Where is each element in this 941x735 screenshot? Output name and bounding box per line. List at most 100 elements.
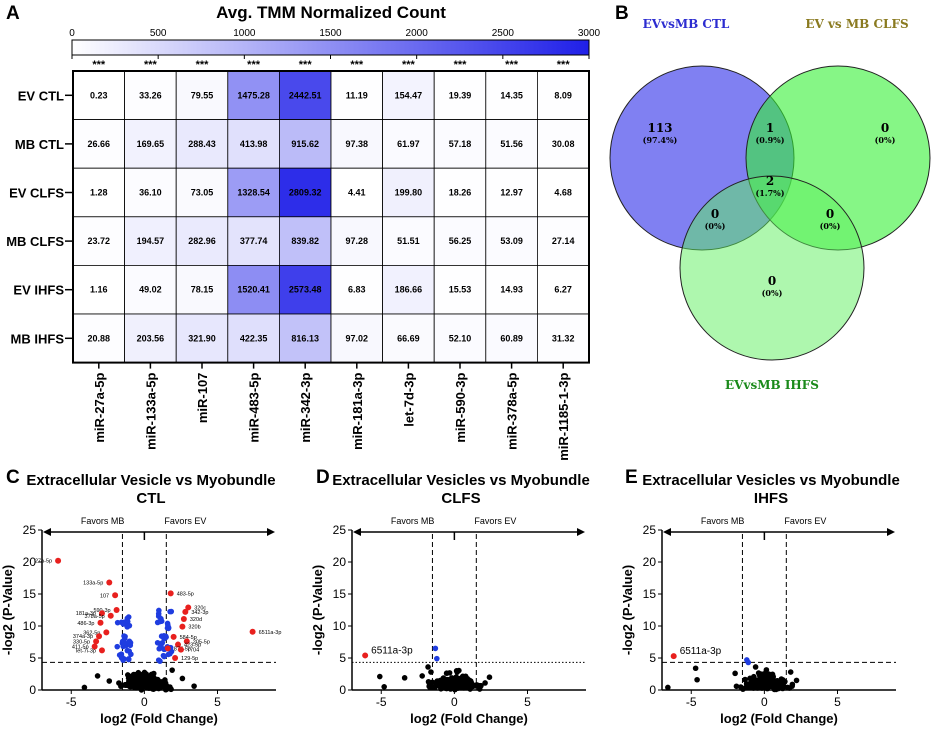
x-tick-label: 0: [761, 695, 768, 709]
sig-point-label: 107: [100, 593, 109, 599]
heatmap-cell: [227, 119, 280, 169]
heatmap-value: 36.10: [139, 188, 162, 198]
heatmap-cell: [175, 264, 229, 315]
sig-point: [179, 623, 186, 630]
significance-mark: ***: [299, 59, 313, 71]
y-tick-label: 0: [649, 683, 656, 697]
heatmap-value: 30.08: [552, 139, 575, 149]
panel-label-c: C: [6, 467, 20, 488]
colorbar-tick-label: 0: [69, 28, 75, 39]
sig-point: [98, 647, 105, 654]
ns-point: [419, 673, 426, 679]
ns-point: [793, 677, 800, 684]
significance-mark: ***: [92, 59, 106, 71]
ns-point: [476, 682, 482, 689]
mid-point: [114, 643, 121, 650]
venn-count-ihfs_only: 0: [768, 274, 776, 288]
heatmap-value: 53.09: [500, 236, 523, 246]
heatmap-cell: [433, 216, 487, 266]
sig-point-label: 342-3p: [191, 610, 208, 616]
venn-pct-clfs_ihfs: (0%): [820, 221, 841, 231]
heatmap-row-label: EV CTL: [18, 88, 64, 103]
ns-point: [789, 683, 795, 689]
x-tick-label: 5: [524, 695, 531, 709]
y-tick-label: 0: [339, 683, 346, 697]
heatmap-value: 194.57: [137, 236, 165, 246]
mid-point: [167, 608, 173, 615]
heatmap-value: 33.26: [139, 90, 162, 100]
sig-point-label: let-7i-3p: [76, 648, 96, 654]
heatmap-cell: [72, 167, 125, 218]
ns-point: [756, 672, 763, 679]
ns-point: [179, 675, 186, 682]
heatmap-value: 56.25: [449, 236, 472, 246]
x-axis-label: log2 (Fold Change): [100, 711, 218, 726]
heatmap-cell: [124, 313, 177, 363]
heatmap-cell: [278, 167, 332, 218]
ns-point: [665, 684, 671, 691]
sig-point: [249, 628, 256, 635]
heatmap-value: 23.72: [88, 236, 111, 246]
heatmap-cell: [382, 119, 435, 169]
volcano-subtitle: CLFS: [441, 490, 480, 507]
heatmap-cell: [175, 167, 229, 218]
sig-point: [670, 653, 677, 660]
heatmap-value: 4.41: [348, 188, 366, 198]
sig-point: [167, 590, 174, 597]
venn-circle-ihfs: [679, 175, 865, 361]
ns-point: [742, 676, 748, 683]
heatmap-cell: [433, 119, 487, 169]
heatmap-value: 6.83: [348, 285, 366, 295]
heatmap-value: 78.15: [191, 285, 214, 295]
venn-pct-ihfs_only: (0%): [762, 288, 783, 298]
ns-point: [169, 667, 175, 673]
heatmap-value: 1475.28: [237, 90, 270, 100]
significance-row: *** *** *** *** *** *** *** *** *** ***: [92, 59, 570, 71]
heatmap-value: 52.10: [449, 333, 472, 343]
y-tick-label: 15: [23, 587, 37, 601]
ns-point: [106, 678, 113, 684]
sig-point-label: 411-5p: [72, 644, 89, 650]
ns-point: [94, 673, 101, 679]
heatmap-title: Avg. TMM Normalized Count: [216, 3, 446, 22]
mid-point: [160, 652, 167, 659]
ns-point: [130, 679, 137, 686]
sig-point: [93, 638, 100, 645]
ns-point: [692, 665, 699, 672]
heatmap-cell: [537, 119, 590, 169]
venn-pct-ctl_only: (97.4%): [643, 135, 678, 145]
heatmap-cell: [227, 264, 280, 315]
sig-point-label: 362-5p: [83, 630, 100, 636]
mid-point: [122, 633, 128, 640]
sig-point: [106, 579, 113, 586]
venn-count-ctl_only: 113: [647, 121, 672, 135]
y-tick-label: 25: [643, 523, 657, 537]
significance-mark: ***: [350, 59, 364, 71]
ns-point: [762, 679, 769, 685]
heatmap-value: 60.89: [500, 333, 523, 343]
heatmap-value: 20.88: [88, 333, 111, 343]
sig-point: [113, 607, 120, 613]
sig-point: [177, 646, 184, 653]
mid-point: [120, 621, 127, 627]
sig-point-label: 486-3p: [77, 621, 94, 627]
heatmap-value: 79.55: [191, 90, 214, 100]
mid-point: [158, 633, 165, 639]
favors-ev-label: Favors EV: [784, 516, 826, 526]
heatmap-cell: [537, 216, 590, 266]
ns-point: [438, 682, 445, 689]
sig-point-label: 320d: [190, 617, 202, 623]
y-tick-label: 10: [23, 619, 37, 633]
heatmap-value: 66.69: [397, 333, 420, 343]
significance-mark: ***: [557, 59, 571, 71]
sig-point-label: 330-5p: [73, 639, 90, 645]
ns-point: [446, 670, 453, 676]
heatmap-value: 61.97: [397, 139, 420, 149]
favors-mb-label: Favors MB: [81, 516, 125, 526]
y-axis-label: -log2 (P-Value): [310, 565, 325, 655]
heatmap-value: 2573.48: [289, 285, 322, 295]
mid-point: [126, 622, 133, 629]
sig-point-label: 320b: [188, 625, 200, 631]
sig-point-label: 374a-3p: [73, 634, 93, 640]
mid-point: [125, 656, 132, 663]
